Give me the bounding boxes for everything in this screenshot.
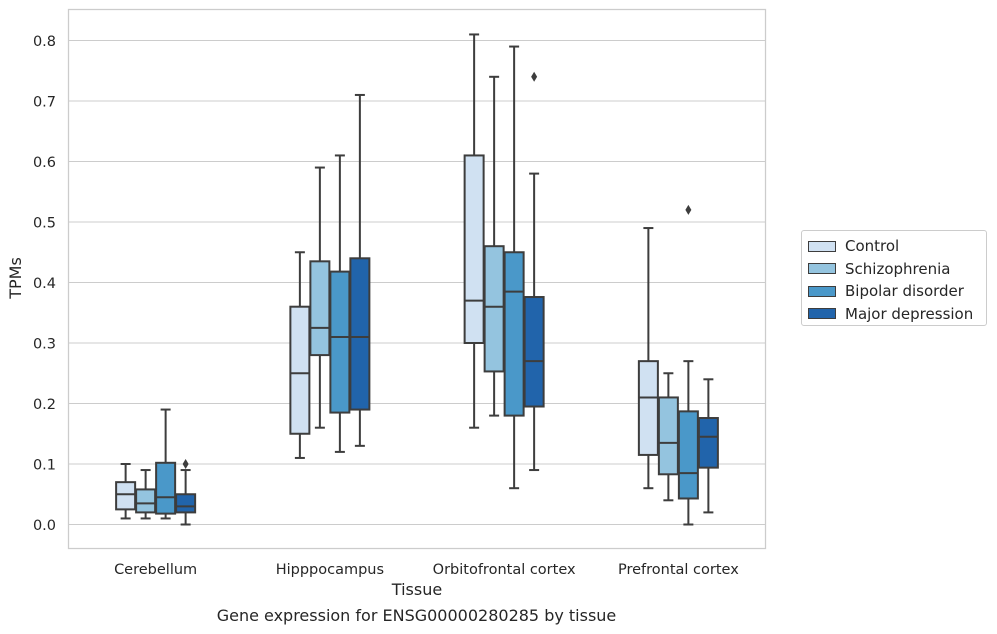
iqr-box-major-depression-cerebellum <box>175 493 197 514</box>
iqr-box-schizophrenia-prefrontal-cortex <box>657 396 679 476</box>
x-tick-label-hipppocampus: Hipppocampus <box>276 562 384 578</box>
iqr-box-major-depression-orbitofrontal-cortex <box>523 296 545 408</box>
box-bipolar-disorder-orbitofrontal-cortex <box>503 45 525 490</box>
x-axis-label: Tissue <box>391 580 442 599</box>
legend-label-bipolar-disorder: Bipolar disorder <box>845 282 964 301</box>
legend-item-control: Control <box>808 235 986 258</box>
y-tick-label-0.3: 0.3 <box>33 337 56 353</box>
iqr-box-control-cerebellum <box>115 481 137 511</box>
box-bipolar-disorder-hipppocampus <box>329 154 351 453</box>
legend-label-major-depression: Major depression <box>845 304 974 323</box>
iqr-box-schizophrenia-cerebellum <box>135 488 157 514</box>
x-tick-label-prefrontal-cortex: Prefrontal cortex <box>618 562 739 578</box>
y-tick-label-0.4: 0.4 <box>33 276 56 292</box>
box-schizophrenia-orbitofrontal-cortex <box>483 75 505 417</box>
x-tick-label-cerebellum: Cerebellum <box>114 562 197 578</box>
legend-swatch-major-depression <box>808 308 836 320</box>
y-tick-label-0.1: 0.1 <box>33 458 56 474</box>
iqr-box-schizophrenia-orbitofrontal-cortex <box>483 245 505 373</box>
box-major-depression-orbitofrontal-cortex <box>523 71 545 472</box>
box-control-cerebellum <box>115 463 137 520</box>
legend-swatch-control <box>808 240 836 252</box>
figure-caption: Gene expression for ENSG00000280285 by t… <box>216 606 617 625</box>
box-schizophrenia-cerebellum <box>135 469 157 520</box>
box-schizophrenia-prefrontal-cortex <box>657 372 679 502</box>
iqr-box-major-depression-prefrontal-cortex <box>697 417 719 469</box>
box-major-depression-prefrontal-cortex <box>697 378 719 514</box>
box-plots <box>115 33 719 526</box>
x-tick-labels: Cerebellum Hipppocampus Orbitofrontal cort… <box>114 562 739 578</box>
outlier-bipolar-disorder-prefrontal-cortex-0 <box>685 204 692 215</box>
legend-swatch-bipolar-disorder <box>808 285 836 297</box>
legend-label-control: Control <box>845 237 900 256</box>
iqr-box-schizophrenia-hipppocampus <box>309 260 331 357</box>
y-tick-label-0.8: 0.8 <box>33 34 56 50</box>
y-axis-label: TPMs <box>6 257 25 300</box>
iqr-box-control-hipppocampus <box>289 305 311 435</box>
iqr-box-control-prefrontal-cortex <box>637 360 659 456</box>
y-tick-labels: 0.0 0.1 0.2 0.3 0.4 0.5 0.6 0.7 0.8 <box>33 34 56 534</box>
box-major-depression-cerebellum <box>175 459 197 526</box>
iqr-box-bipolar-disorder-cerebellum <box>155 461 177 515</box>
iqr-box-control-orbitofrontal-cortex <box>463 154 485 344</box>
y-tick-label-0.5: 0.5 <box>33 216 56 232</box>
box-major-depression-hipppocampus <box>349 93 371 447</box>
iqr-box-major-depression-hipppocampus <box>349 257 371 411</box>
iqr-box-bipolar-disorder-hipppocampus <box>329 270 351 414</box>
legend-item-bipolar-disorder: Bipolar disorder <box>808 280 986 303</box>
y-tick-label-0.0: 0.0 <box>33 518 56 534</box>
box-bipolar-disorder-cerebellum <box>155 408 177 520</box>
box-control-prefrontal-cortex <box>637 227 659 490</box>
legend-swatch-schizophrenia <box>808 263 836 275</box>
legend-item-schizophrenia: Schizophrenia <box>808 258 986 281</box>
legend-item-major-depression: Major depression <box>808 303 986 326</box>
plot-frame <box>67 8 767 550</box>
legend-label-schizophrenia: Schizophrenia <box>845 259 951 278</box>
y-tick-label-0.6: 0.6 <box>33 155 56 171</box>
box-bipolar-disorder-prefrontal-cortex <box>677 204 699 526</box>
box-control-orbitofrontal-cortex <box>463 33 485 429</box>
y-tick-label-0.2: 0.2 <box>33 397 56 413</box>
outlier-major-depression-cerebellum-0 <box>182 459 189 469</box>
outlier-major-depression-orbitofrontal-cortex-0 <box>531 71 538 82</box>
iqr-box-bipolar-disorder-prefrontal-cortex <box>677 410 699 500</box>
legend: Control Schizophrenia Bipolar disorder M… <box>801 230 987 326</box>
y-tick-label-0.7: 0.7 <box>33 95 56 111</box>
x-tick-label-orbitofrontal-cortex: Orbitofrontal cortex <box>433 562 576 578</box>
box-control-hipppocampus <box>289 251 311 459</box>
iqr-box-bipolar-disorder-orbitofrontal-cortex <box>503 251 525 417</box>
box-schizophrenia-hipppocampus <box>309 166 331 429</box>
